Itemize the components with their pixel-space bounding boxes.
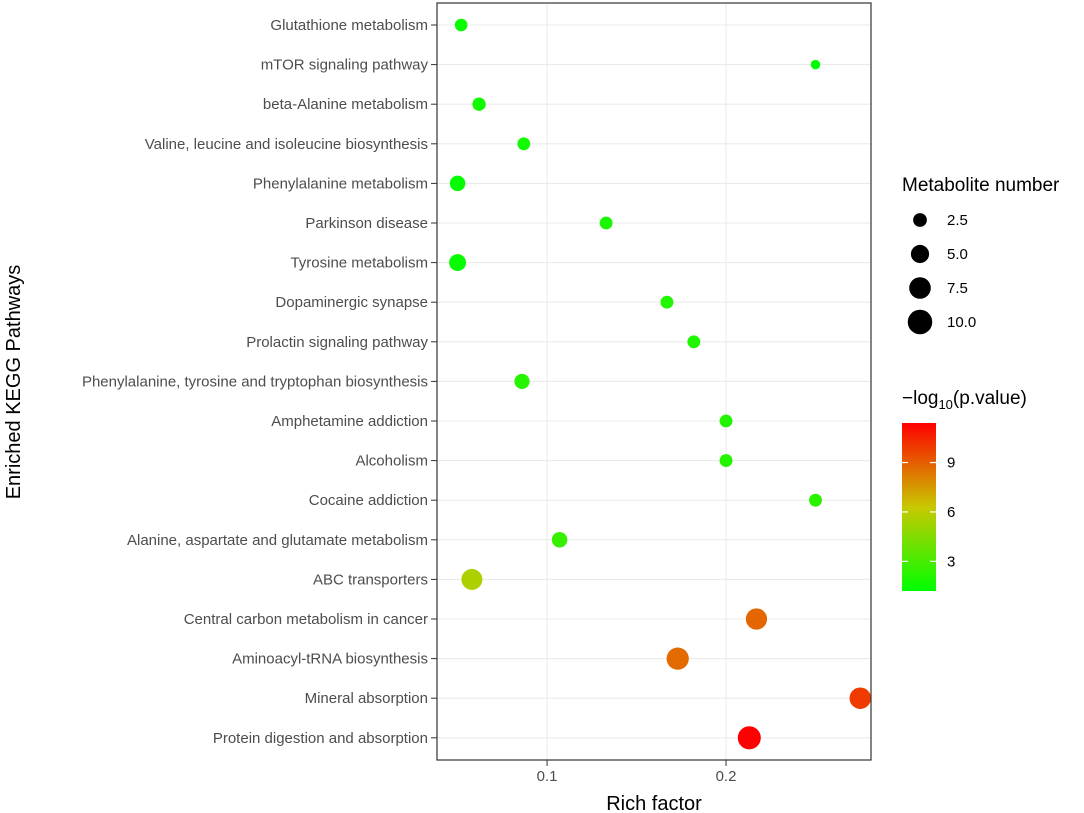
data-point [461, 568, 483, 590]
color-bar-label: 6 [947, 504, 955, 521]
color-legend-title-prefix: −log [902, 388, 938, 409]
y-tick-label: ABC transporters [313, 571, 428, 588]
y-tick-label: Phenylalanine, tyrosine and tryptophan b… [82, 373, 428, 390]
plot-panel-border [436, 2, 872, 761]
data-point [849, 687, 872, 709]
color-legend-title-subscript: 10 [938, 397, 952, 412]
data-point [514, 373, 530, 389]
data-point [809, 493, 822, 507]
data-point [719, 414, 733, 428]
y-tick-label: Cocaine addiction [309, 492, 428, 509]
y-tick-label: Prolactin signaling pathway [246, 334, 428, 351]
y-tick-label: Valine, leucine and isoleucine biosynthe… [145, 136, 428, 153]
size-legend-label: 7.5 [947, 280, 968, 297]
x-tick-label: 0.1 [537, 768, 558, 785]
data-point [660, 295, 674, 309]
data-point [687, 335, 701, 349]
data-point [472, 97, 486, 111]
size-legend-label: 10.0 [947, 314, 976, 331]
data-point [599, 216, 613, 230]
y-tick-label: Aminoacyl-tRNA biosynthesis [232, 651, 428, 668]
size-legend-label: 2.5 [947, 212, 968, 229]
color-legend-title-suffix: (p.value) [953, 388, 1027, 409]
grid-lines [437, 3, 871, 760]
size-legend-title: Metabolite number [902, 175, 1060, 196]
y-tick-label: Central carbon metabolism in cancer [184, 611, 428, 628]
color-legend-title: −log10(p.value) [902, 388, 1027, 412]
y-tick-label: Tyrosine metabolism [290, 255, 428, 272]
size-legend-dot [913, 213, 927, 227]
data-point [454, 18, 468, 32]
y-tick-label: Glutathione metabolism [270, 17, 428, 34]
color-bar-label: 3 [947, 553, 955, 570]
data-point [719, 454, 733, 468]
data-point [737, 726, 761, 750]
y-tick-label: Phenylalanine metabolism [253, 175, 428, 192]
data-point [666, 647, 689, 670]
y-tick-label: Mineral absorption [305, 690, 428, 707]
y-tick-label: beta-Alanine metabolism [263, 96, 428, 113]
size-legend-dot [909, 277, 931, 299]
data-points [449, 18, 872, 750]
x-axis-title: Rich factor [606, 793, 702, 813]
color-bar-label: 9 [947, 455, 955, 472]
data-point [551, 532, 568, 548]
size-legend-dot [907, 309, 933, 335]
size-legend-dot [910, 244, 930, 264]
data-point [810, 59, 821, 70]
y-tick-label: Amphetamine addiction [271, 413, 428, 430]
axes: 0.1 0.2 Glutathione metabolism mTOR signali… [82, 17, 737, 785]
y-tick-label: Alanine, aspartate and glutamate metabol… [127, 532, 428, 549]
y-tick-label: Alcoholism [355, 453, 428, 470]
y-tick-label: Protein digestion and absorption [213, 730, 428, 747]
data-point [517, 137, 531, 151]
y-tick-label: Dopaminergic synapse [275, 294, 428, 311]
data-point [745, 608, 768, 630]
data-point [449, 254, 467, 272]
y-tick-label: Parkinson disease [305, 215, 428, 232]
data-point [449, 175, 466, 192]
size-legend-label: 5.0 [947, 246, 968, 263]
x-tick-label: 0.2 [716, 768, 737, 785]
y-axis-title: Enriched KEGG Pathways [3, 265, 25, 500]
color-bar [902, 423, 936, 591]
y-tick-label: mTOR signaling pathway [261, 57, 429, 74]
legends: Metabolite number −log10(p.value) 2.5 5.0… [902, 175, 1060, 591]
